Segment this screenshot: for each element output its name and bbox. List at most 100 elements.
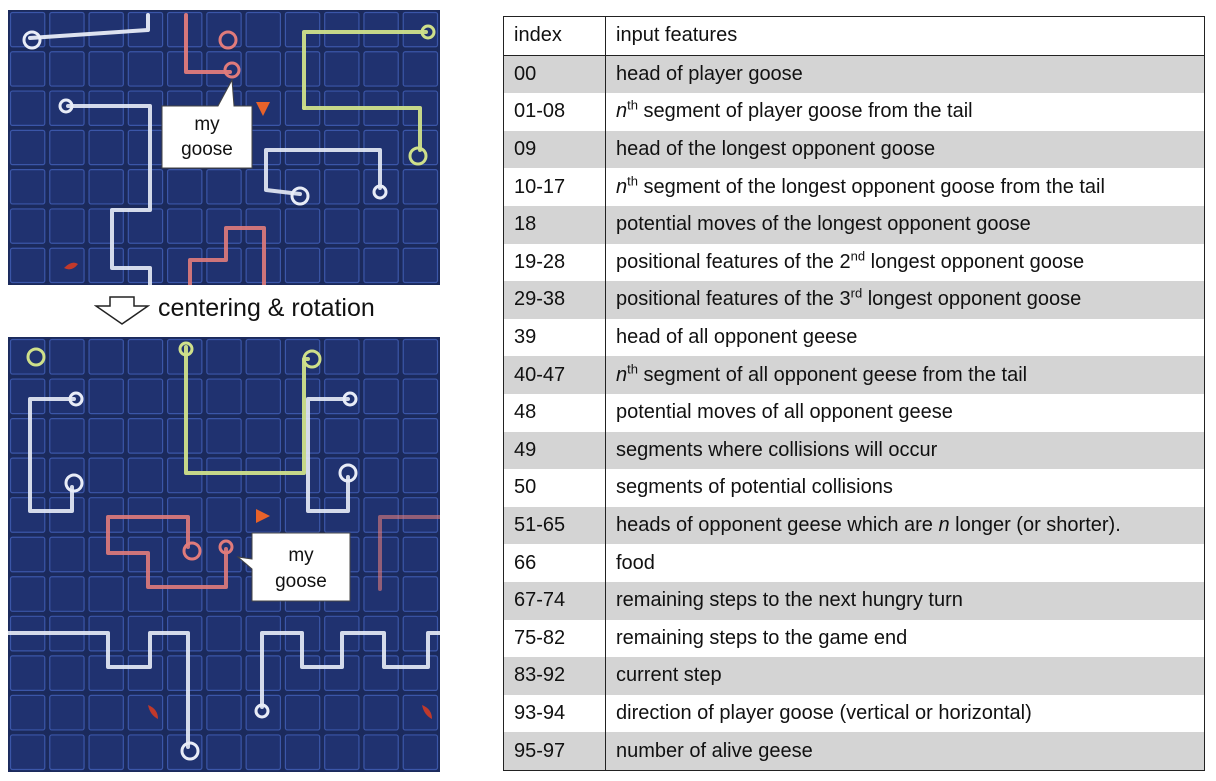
down-arrow-icon [94, 296, 150, 325]
row-index: 39 [503, 318, 606, 357]
table-row: 51-65 heads of opponent geese which are n… [503, 506, 1205, 545]
callout-line-2: goose [181, 139, 233, 160]
row-index: 49 [503, 431, 606, 470]
feature-text: head of player goose [616, 62, 803, 85]
board-cell [88, 208, 124, 244]
board-cell [402, 576, 439, 612]
board-cell [127, 247, 164, 284]
feature-superscript: th [627, 360, 638, 376]
board-cell [402, 338, 439, 375]
row-index: 10-17 [503, 168, 606, 206]
board-cell [245, 51, 282, 87]
board-cell [49, 694, 85, 731]
board-cell [127, 90, 164, 126]
goose-head-icon [68, 391, 84, 407]
row-feature: positional features of the 2nd longest o… [605, 243, 1205, 282]
board-cell [324, 338, 360, 375]
board-cell [363, 208, 399, 244]
table-row: 09 head of the longest opponent goose [503, 130, 1205, 169]
board-cell [324, 51, 360, 87]
board-cell [127, 734, 164, 771]
board-cell [245, 378, 282, 415]
row-index: 40-47 [503, 356, 606, 394]
board-after: my goose [8, 337, 440, 772]
row-feature: remaining steps to the next hungry turn [605, 581, 1205, 620]
board-cell [88, 51, 124, 87]
row-feature: number of alive geese [605, 732, 1205, 771]
board-after-canvas: my goose [8, 337, 440, 772]
feature-variable: n [616, 175, 628, 198]
board-cell [166, 576, 203, 612]
board-cell [245, 338, 282, 375]
table-row: 40-47 nth segment of all opponent geese f… [503, 356, 1205, 394]
board-cell [245, 169, 282, 205]
feature-text: positional features of the 2 [616, 250, 851, 273]
board-cell [402, 51, 439, 87]
board-cell [206, 497, 242, 533]
table-row: 48 potential moves of all opponent geese [503, 393, 1205, 432]
table-row: 67-74 remaining steps to the next hungry … [503, 581, 1205, 620]
board-cell [9, 417, 46, 454]
row-index: 83-92 [503, 657, 606, 695]
goose-head-icon [178, 341, 194, 357]
goose-heads [26, 341, 358, 761]
row-index: 75-82 [503, 619, 606, 658]
feature-text: number of alive geese [616, 739, 813, 762]
board-cell [284, 734, 321, 771]
board-cell [127, 457, 164, 494]
goose-tail-icon [180, 741, 200, 761]
row-index: 95-97 [503, 732, 606, 771]
row-index: 51-65 [503, 506, 606, 545]
board-cell [49, 247, 85, 284]
board-cell [88, 734, 124, 771]
board-cell [127, 378, 164, 415]
board-cell [9, 497, 46, 533]
board-cell [402, 734, 439, 771]
board-cell [9, 90, 46, 126]
board-cell [88, 11, 124, 48]
board-cell [9, 536, 46, 573]
board-cell [206, 169, 242, 205]
board-cell [324, 497, 360, 533]
board-cell [402, 655, 439, 692]
table-row: 18 potential moves of the longest opponen… [503, 205, 1205, 244]
board-cell [49, 576, 85, 612]
row-feature: segments of potential collisions [605, 469, 1205, 507]
direction-marker-icon [256, 102, 270, 116]
board-cell [49, 734, 85, 771]
goose-white-segment [264, 148, 382, 196]
food-icon [148, 705, 158, 719]
board-cell [88, 576, 124, 612]
board-cell [9, 576, 46, 612]
goose-head-icon [223, 61, 241, 79]
row-index: 93-94 [503, 694, 606, 733]
row-feature: direction of player goose (vertical or h… [605, 694, 1205, 733]
board-cell [206, 378, 242, 415]
goose-green-segment [302, 30, 428, 110]
feature-text: direction of player goose (vertical or h… [616, 701, 1032, 724]
goose-tail-icon [218, 30, 238, 50]
feature-superscript: th [627, 97, 638, 113]
board-cell [284, 169, 321, 205]
board-cell [127, 576, 164, 612]
row-index: 19-28 [503, 243, 606, 282]
board-cell [49, 457, 85, 494]
board-cell [9, 169, 46, 205]
feature-text: longer (or shorter). [949, 514, 1121, 537]
board-cell [363, 417, 399, 454]
table-row: 00 head of player goose [503, 55, 1205, 94]
board-cell [363, 338, 399, 375]
board-cell [127, 497, 164, 533]
board-cell [9, 694, 46, 731]
index-column-header: index [503, 16, 606, 56]
row-feature: current step [605, 657, 1205, 695]
row-feature: head of player goose [605, 55, 1205, 94]
goose-head-icon [254, 703, 270, 719]
feature-text: current step [616, 664, 722, 687]
board-cell [49, 378, 85, 415]
goose-head-icon [218, 539, 234, 555]
board-cell [363, 694, 399, 731]
table-row: 83-92 current step [503, 657, 1205, 695]
feature-text: longest opponent goose [862, 288, 1082, 311]
board-cell [402, 378, 439, 415]
